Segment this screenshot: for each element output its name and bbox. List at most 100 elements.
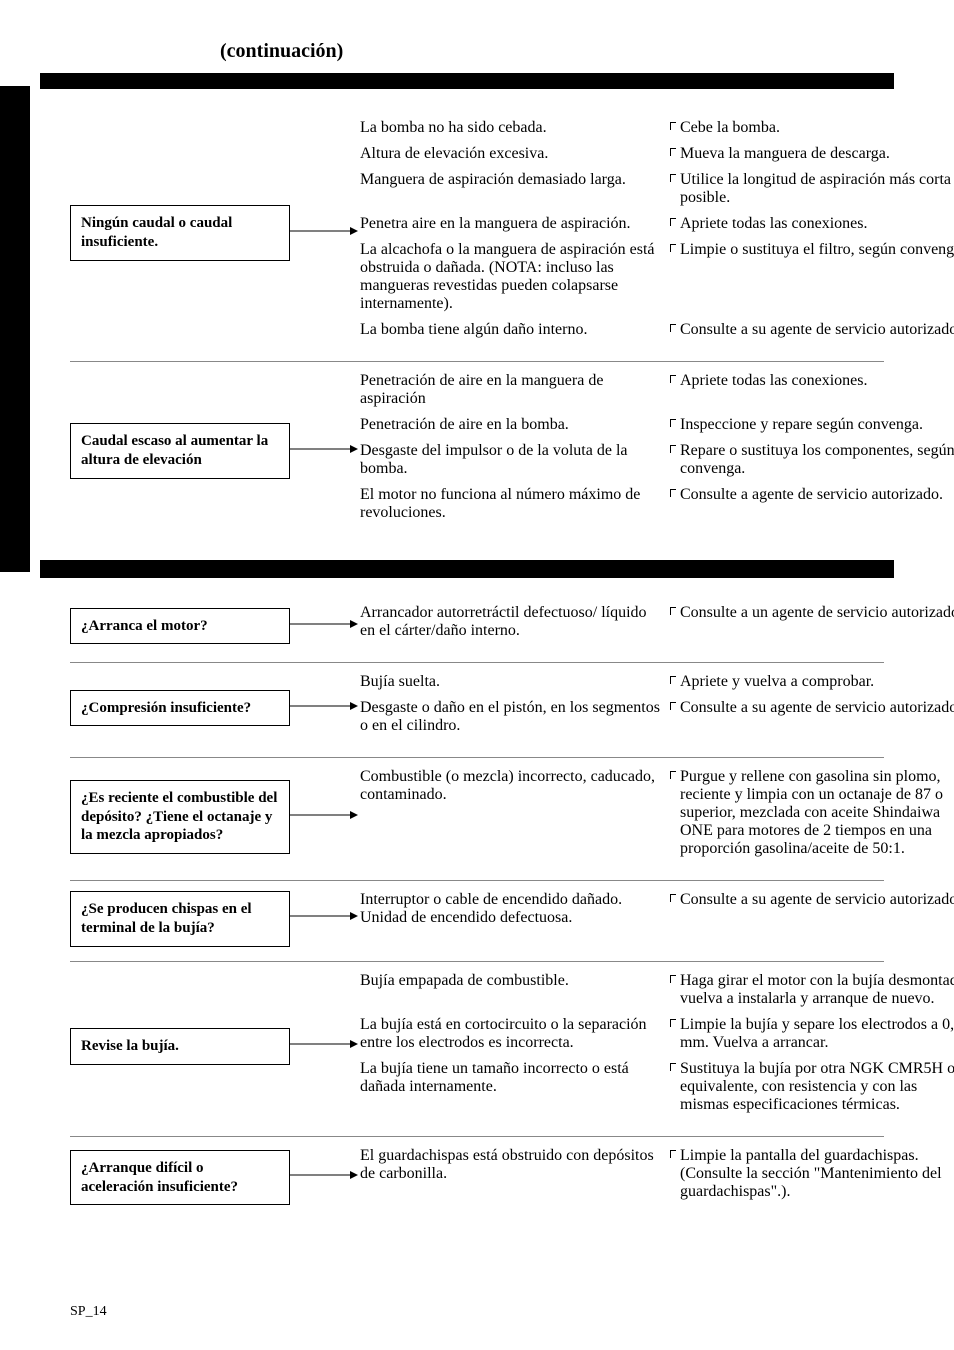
cause-remedy-row: La alcachofa o la manguera de aspiración…	[360, 241, 954, 313]
cause-text: Bujía empapada de combustible.	[360, 972, 662, 1008]
arrow-icon	[290, 800, 360, 830]
cause-remedy-list: Combustible (o mezcla) incorrecto, caduc…	[360, 768, 954, 866]
tick-mark-icon	[670, 324, 676, 332]
remedy-cell: Mueva la manguera de descarga.	[670, 145, 954, 163]
problem-box: Caudal escaso al aumentar la altura de e…	[70, 423, 290, 479]
remedy-text: Cebe la bomba.	[680, 119, 954, 137]
remedy-text: Repare o sustituya los componentes, segú…	[680, 442, 954, 478]
troubleshoot-group: Revise la bujía. Bujía empapada de combu…	[70, 961, 884, 1122]
cause-text: Desgaste o daño en el pistón, en los seg…	[360, 699, 662, 735]
tick-mark-icon	[670, 122, 676, 130]
remedy-cell: Haga girar el motor con la bujía desmont…	[670, 972, 954, 1008]
remedy-cell: Apriete y vuelva a comprobar.	[670, 673, 954, 691]
problem-column: ¿Es reciente el combustible del depósito…	[70, 768, 290, 866]
tick-mark-icon	[670, 1150, 676, 1158]
problem-box: ¿Compresión insuficiente?	[70, 690, 290, 727]
cause-remedy-row: La bujía tiene un tamaño incorrecto o es…	[360, 1060, 954, 1114]
remedy-cell: Limpie la pantalla del guardachispas. (C…	[670, 1147, 954, 1201]
tick-mark-icon	[670, 676, 676, 684]
cause-text: Arrancador autorretráctil defectuoso/ lí…	[360, 604, 662, 640]
arrow-cell	[290, 1160, 360, 1195]
tick-mark-icon	[670, 894, 676, 902]
tick-mark-icon	[670, 419, 676, 427]
remedy-cell: Sustituya la bujía por otra NGK CMR5H o …	[670, 1060, 954, 1114]
cause-remedy-row: Bujía empapada de combustible. Haga girar…	[360, 972, 954, 1008]
remedy-text: Purgue y rellene con gasolina sin plomo,…	[680, 768, 954, 858]
arrow-icon	[290, 901, 360, 931]
cause-remedy-list: Bujía empapada de combustible. Haga girar…	[360, 972, 954, 1122]
remedy-cell: Cebe la bomba.	[670, 119, 954, 137]
cause-text: La bomba tiene algún daño interno.	[360, 321, 662, 339]
tick-mark-icon	[670, 218, 676, 226]
cause-remedy-list: La bomba no ha sido cebada. Cebe la bomba…	[360, 119, 954, 347]
cause-remedy-row: Altura de elevación excesiva.Mueva la ma…	[360, 145, 954, 163]
cause-text: Penetra aire en la manguera de aspiració…	[360, 215, 662, 233]
cause-remedy-row: El motor no funciona al número máximo de…	[360, 486, 954, 522]
arrow-icon	[290, 1160, 360, 1190]
troubleshoot-group: ¿Arranque difícil o aceleración insufici…	[70, 1136, 884, 1209]
remedy-text: Limpie la bujía y separe los electrodos …	[680, 1016, 954, 1052]
cause-text: La bujía está en cortocircuito o la sepa…	[360, 1016, 662, 1052]
cause-remedy-list: Interruptor o cable de encendido dañado.…	[360, 891, 954, 935]
cause-cell: El guardachispas está obstruido con depó…	[360, 1147, 670, 1201]
troubleshoot-group: ¿Es reciente el combustible del depósito…	[70, 757, 884, 866]
cause-text: Bujía suelta.	[360, 673, 662, 691]
troubleshoot-group: Caudal escaso al aumentar la altura de e…	[70, 361, 884, 530]
arrow-icon	[290, 691, 360, 721]
remedy-text: Mueva la manguera de descarga.	[680, 145, 954, 163]
page-number: SP_14	[70, 1304, 107, 1320]
problem-column: ¿Compresión insuficiente?	[70, 673, 290, 743]
cause-remedy-list: Arrancador autorretráctil defectuoso/ lí…	[360, 604, 954, 648]
cause-cell: La bomba tiene algún daño interno.	[360, 321, 670, 339]
remedy-text: Consulte a su agente de servicio autoriz…	[680, 699, 954, 735]
tick-mark-icon	[670, 771, 676, 779]
cause-text: La alcachofa o la manguera de aspiración…	[360, 241, 662, 313]
cause-text: Combustible (o mezcla) incorrecto, caduc…	[360, 768, 662, 858]
cause-text: El guardachispas está obstruido con depó…	[360, 1147, 662, 1201]
cause-text: Penetración de aire en la bomba.	[360, 416, 662, 434]
arrow-cell	[290, 609, 360, 644]
cause-cell: Interruptor o cable de encendido dañado.…	[360, 891, 670, 927]
cause-cell: Penetración de aire en la manguera de as…	[360, 372, 670, 408]
arrow-cell	[290, 691, 360, 726]
cause-remedy-row: Manguera de aspiración demasiado larga.U…	[360, 171, 954, 207]
problem-box: Ningún caudal o caudal insuficiente.	[70, 205, 290, 261]
cause-cell: La bomba no ha sido cebada.	[360, 119, 670, 137]
page-title: (continuación)	[220, 40, 884, 63]
cause-cell: Penetra aire en la manguera de aspiració…	[360, 215, 670, 233]
troubleshoot-group: ¿Arranca el motor? Arrancador autorretrá…	[70, 604, 884, 648]
remedy-text: Sustituya la bujía por otra NGK CMR5H o …	[680, 1060, 954, 1114]
cause-remedy-row: Arrancador autorretráctil defectuoso/ lí…	[360, 604, 954, 640]
remedy-text: Haga girar el motor con la bujía desmont…	[680, 972, 954, 1008]
arrow-icon	[290, 609, 360, 639]
problem-column: Revise la bujía.	[70, 972, 290, 1122]
cause-remedy-row: Penetración de aire en la manguera de as…	[360, 372, 954, 408]
cause-cell: Manguera de aspiración demasiado larga.	[360, 171, 670, 207]
remedy-text: Apriete todas las conexiones.	[680, 215, 954, 233]
remedy-cell: Purgue y rellene con gasolina sin plomo,…	[670, 768, 954, 858]
cause-cell: Bujía empapada de combustible.	[360, 972, 670, 1008]
arrow-icon	[290, 1029, 360, 1059]
tick-mark-icon	[670, 702, 676, 710]
cause-text: Interruptor o cable de encendido dañado.…	[360, 891, 662, 927]
cause-remedy-row: La bomba tiene algún daño interno. Consul…	[360, 321, 954, 339]
cause-remedy-row: Desgaste del impulsor o de la voluta de …	[360, 442, 954, 478]
tick-mark-icon	[670, 148, 676, 156]
problem-box: ¿Arranca el motor?	[70, 608, 290, 645]
tick-mark-icon	[670, 607, 676, 615]
arrow-cell	[290, 1029, 360, 1064]
cause-remedy-row: Desgaste o daño en el pistón, en los seg…	[360, 699, 954, 735]
tick-mark-icon	[670, 1063, 676, 1071]
tick-mark-icon	[670, 445, 676, 453]
tick-mark-icon	[670, 1019, 676, 1027]
cause-cell: Bujía suelta.	[360, 673, 670, 691]
troubleshoot-group: Ningún caudal o caudal insuficiente. La …	[70, 119, 884, 347]
arrow-icon	[290, 216, 360, 246]
problem-box: Revise la bujía.	[70, 1028, 290, 1065]
remedy-text: Consulte a un agente de servicio autoriz…	[680, 604, 954, 640]
remedy-cell: Consulte a su agente de servicio autoriz…	[670, 321, 954, 339]
remedy-cell: Limpie la bujía y separe los electrodos …	[670, 1016, 954, 1052]
cause-remedy-row: Combustible (o mezcla) incorrecto, caduc…	[360, 768, 954, 858]
troubleshoot-section-engine: ¿Arranca el motor? Arrancador autorretrá…	[70, 604, 884, 1209]
cause-remedy-list: El guardachispas está obstruido con depó…	[360, 1147, 954, 1209]
